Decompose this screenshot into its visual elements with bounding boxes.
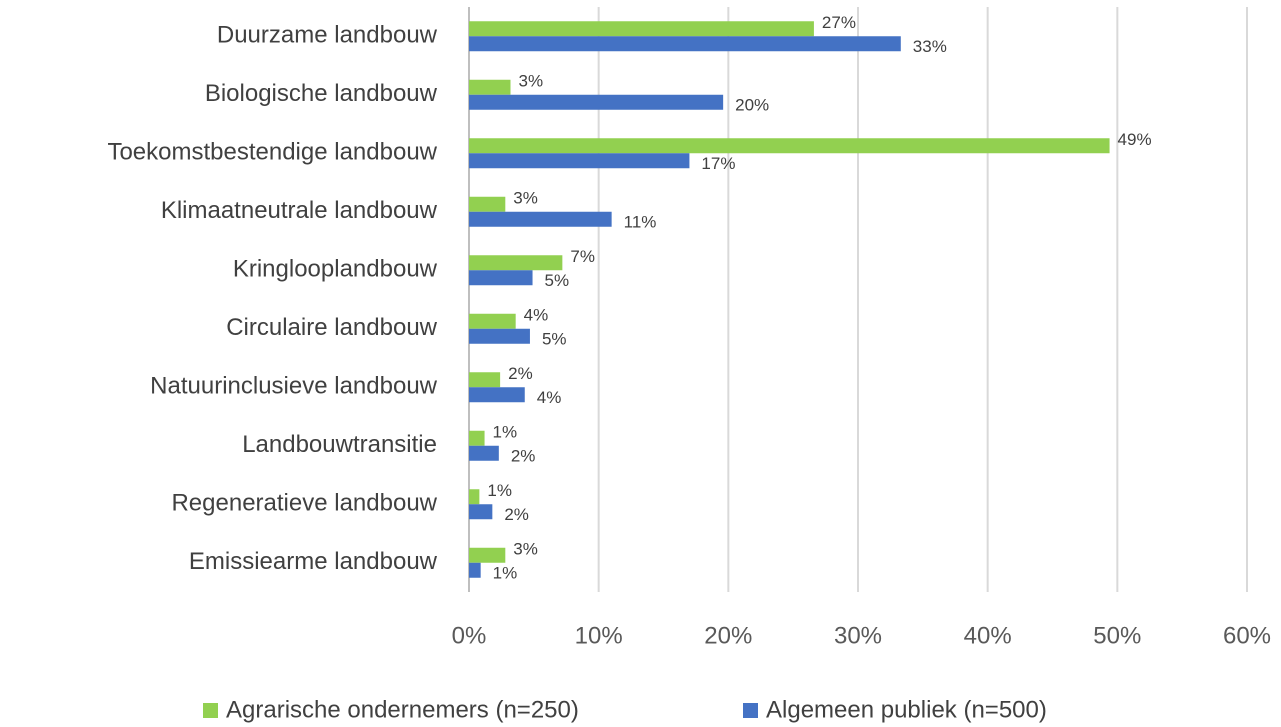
category-label: Natuurinclusieve landbouw [150, 373, 438, 400]
x-tick-label: 10% [575, 622, 623, 649]
bar [469, 372, 501, 388]
x-tick-label: 50% [1093, 622, 1141, 649]
value-label: 2% [508, 364, 533, 383]
legend-swatch [203, 703, 218, 718]
value-label: 3% [518, 72, 543, 91]
category-label: Regeneratieve landbouw [171, 490, 437, 517]
value-label: 1% [487, 481, 512, 500]
value-label: 5% [545, 271, 570, 290]
category-label: Toekomstbestendige landbouw [107, 139, 437, 166]
bar [469, 21, 814, 37]
x-tick-label: 60% [1223, 622, 1271, 649]
value-label: 3% [513, 189, 538, 208]
value-label: 20% [735, 96, 769, 115]
bar [469, 328, 530, 344]
bar [469, 153, 690, 169]
value-label: 11% [624, 213, 657, 232]
value-label: 1% [493, 564, 518, 583]
value-label: 33% [913, 37, 947, 56]
category-label: Emissiearme landbouw [189, 548, 438, 575]
value-label: 4% [524, 306, 549, 325]
legend-label: Algemeen publiek (n=500) [766, 696, 1047, 723]
category-label: Circulaire landbouw [226, 314, 437, 341]
value-label: 1% [493, 423, 518, 442]
value-label: 4% [537, 388, 562, 407]
bar [469, 36, 901, 52]
value-label: 3% [513, 540, 538, 559]
legend-swatch [743, 703, 758, 718]
value-label: 27% [822, 13, 856, 32]
category-label: Duurzame landbouw [217, 22, 438, 49]
bar [469, 445, 499, 461]
value-label: 2% [504, 505, 529, 524]
bar [469, 138, 1110, 154]
value-label: 5% [542, 330, 567, 349]
value-label: 49% [1118, 130, 1152, 149]
bar [469, 313, 516, 329]
value-label: 17% [701, 154, 735, 173]
category-label: Klimaatneutrale landbouw [161, 197, 438, 224]
x-tick-label: 40% [964, 622, 1012, 649]
value-label: 7% [570, 247, 595, 266]
bar [469, 211, 612, 227]
bar [469, 504, 493, 520]
bar [469, 255, 563, 271]
bar [469, 547, 506, 563]
bar [469, 562, 481, 578]
bar [469, 270, 533, 286]
bar [469, 387, 525, 403]
bar [469, 94, 724, 110]
x-tick-label: 0% [452, 622, 487, 649]
category-label: Biologische landbouw [205, 80, 438, 107]
bar [469, 79, 511, 95]
bar [469, 430, 485, 446]
bar [469, 196, 506, 212]
bar [469, 489, 480, 505]
x-tick-label: 20% [704, 622, 752, 649]
category-label: Kringlooplandbouw [233, 256, 438, 283]
x-tick-label: 30% [834, 622, 882, 649]
value-label: 2% [511, 447, 536, 466]
category-label: Landbouwtransitie [242, 431, 437, 458]
legend-label: Agrarische ondernemers (n=250) [226, 696, 579, 723]
